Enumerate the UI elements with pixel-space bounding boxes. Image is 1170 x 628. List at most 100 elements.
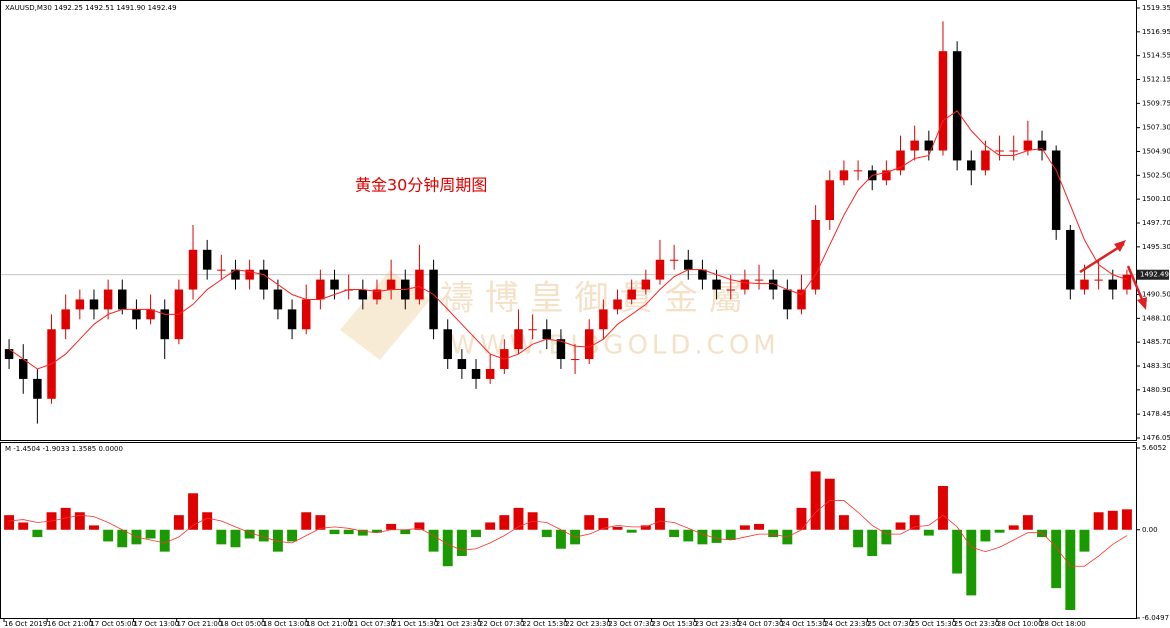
x-tick-label: 17 Oct 21:00 [177,620,223,628]
macd-bar [499,515,510,530]
y-tick-label: 1497.70 [1142,219,1170,227]
macd-bar [1093,512,1104,530]
macd-bar [796,507,807,530]
y-tick-label: 5.6052 [1142,444,1167,452]
y-tick-label: 1514.55 [1142,52,1170,60]
candle-body [556,339,566,360]
macd-bar [966,529,977,596]
macd-bar [612,526,623,530]
candle-body [202,249,212,270]
x-tick-label: 21 Oct 23:30 [436,620,482,628]
macd-bar [909,515,920,530]
arrow-head [1114,240,1126,252]
macd-bar [994,529,1005,533]
candle-body [1094,279,1103,281]
candle-body [1122,274,1132,290]
macd-bar [867,529,878,557]
x-tick-label: 25 Oct 07:30 [867,620,913,628]
candle-body [995,150,1004,152]
y-tick-label: 1509.75 [1142,99,1170,107]
macd-bar [541,529,552,538]
candle-body [273,289,283,310]
y-tick-label: 1507.30 [1142,124,1170,132]
candle-body [4,349,14,360]
candle-body [132,309,141,320]
candle-body [655,259,665,280]
macd-bar [456,529,467,557]
candle-body [570,359,580,361]
candle-body [1108,279,1118,290]
candle-body [783,289,792,310]
y-tick-label: 1476.05 [1142,434,1170,442]
candle-body [613,299,622,310]
macd-bar [711,529,722,543]
candle-body [768,279,778,290]
y-tick-label: 1516.95 [1142,28,1170,36]
macd-bar [442,529,453,567]
candle-body [429,269,438,330]
macd-bar [173,515,184,530]
macd-bar [1065,529,1076,610]
macd-bar [89,525,99,530]
macd-bar [357,529,368,536]
candle-body [825,180,835,221]
candle-body [1066,229,1075,290]
candle-body [358,289,368,300]
candle-body [18,359,28,379]
candle-body [853,170,863,172]
x-tick-label: 24 Oct 23:30 [824,620,870,628]
macd-bar [272,529,283,552]
arrow-head [1137,297,1147,310]
candle-body [981,150,990,171]
macd-bar [230,529,241,548]
macd-bar [824,478,835,530]
candle-body [839,170,849,181]
candle-body [160,309,169,340]
macd-bar [188,493,198,530]
x-tick-label: 25 Oct 15:30 [911,620,957,628]
macd-bar [725,529,736,540]
macd-bar [145,529,156,539]
candle-body [1023,140,1033,151]
macd-bar [810,471,821,530]
x-tick-label: 22 Oct 23:30 [565,620,611,628]
x-tick-label: 17 Oct 05:00 [90,620,136,628]
macd-bar [584,515,595,530]
x-tick-label: 21 Oct 15:30 [393,620,439,628]
macd-bar [1037,529,1047,538]
macd-bar [315,515,326,530]
macd-bar [683,529,694,542]
macd-bar [640,525,651,530]
y-tick-label: 1490.50 [1142,291,1170,299]
y-tick-label: 1488.10 [1142,314,1170,322]
y-tick-label: 1504.90 [1142,147,1170,155]
macd-bar [881,529,892,545]
candle-body [967,160,976,171]
macd-bar [1107,510,1118,530]
macd-bar [343,529,354,535]
candle-body [485,368,495,379]
macd-bar [471,529,481,538]
macd-bar [400,529,411,535]
candle-body [103,289,113,310]
candle-body [245,269,254,280]
macd-bar [485,522,496,530]
macd-bar [18,522,29,530]
y-tick-label: -6.0497 [1142,614,1169,622]
candle-body [910,140,919,151]
macd-bar [414,522,425,530]
x-tick-label: 18 Oct 05:00 [220,620,266,628]
x-tick-label: 17 Oct 13:00 [134,620,180,628]
macd-bar [626,529,637,533]
macd-bar [301,512,312,530]
plot: 1519.35 1516.95 1514.55 1512.15 1509.75 1507.… [1,4,1170,628]
macd-bar [372,529,382,533]
macd-panel [0,442,1137,619]
macd-header: M -1.4504 -1.9033 1.3585 0.0000 [5,445,123,453]
candle-body [330,279,339,290]
candle-body [471,368,481,379]
candle-body [1080,279,1089,290]
candle-body [146,309,155,320]
last-price-label: 1492.49 [1140,271,1169,279]
candle-body [797,289,806,310]
